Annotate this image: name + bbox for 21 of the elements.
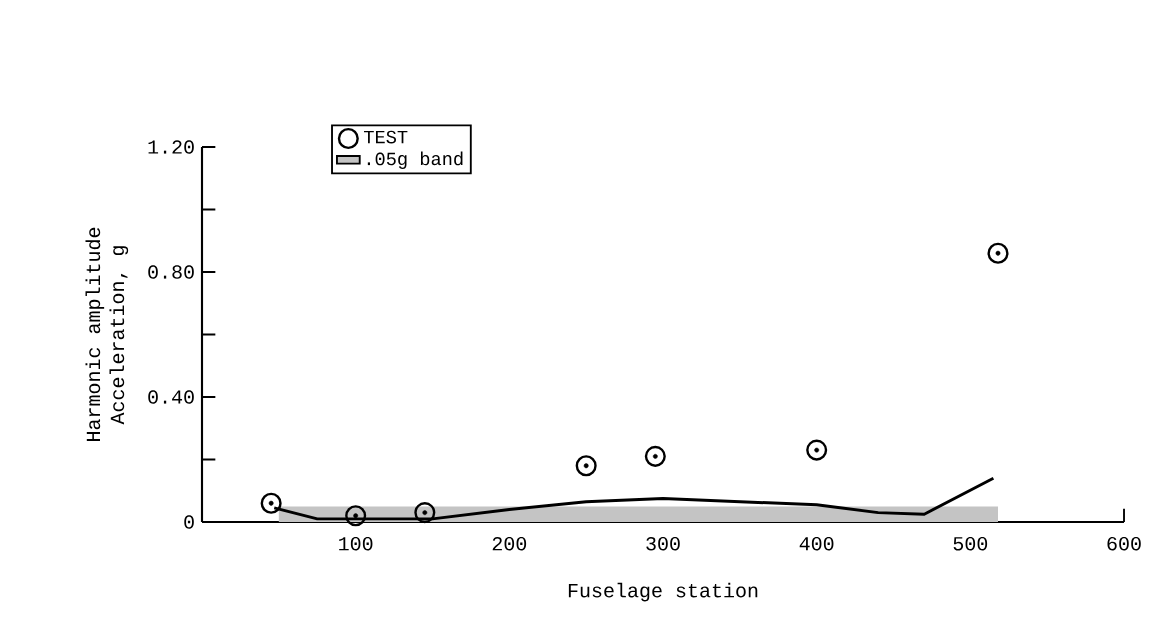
- x-axis-title: Fuselage station: [568, 582, 758, 602]
- x-tick-label: 600: [1107, 536, 1141, 551]
- point: [260, 492, 282, 514]
- legend-label: .05g band: [367, 151, 463, 169]
- y-tick-label: 0.40: [148, 390, 194, 404]
- point: [987, 242, 1009, 264]
- x-tick-label: 400: [799, 536, 834, 551]
- point: [414, 502, 436, 524]
- x-tick-label: 200: [492, 536, 527, 551]
- legend-label: TEST: [364, 130, 408, 144]
- point: [575, 455, 597, 477]
- x-tick-label: 100: [339, 536, 373, 551]
- y-tick-label: 1.20: [148, 140, 194, 154]
- y-tick-label: 0.80: [148, 265, 194, 279]
- y-tick-label: 0: [184, 515, 194, 529]
- point: [345, 505, 367, 527]
- x-tick-label: 300: [646, 536, 680, 551]
- x-tick-label: 500: [953, 536, 988, 551]
- point: [806, 439, 828, 461]
- point: [644, 445, 666, 467]
- y-axis-title: Harmonic amplitude Acceleration, g: [85, 227, 129, 441]
